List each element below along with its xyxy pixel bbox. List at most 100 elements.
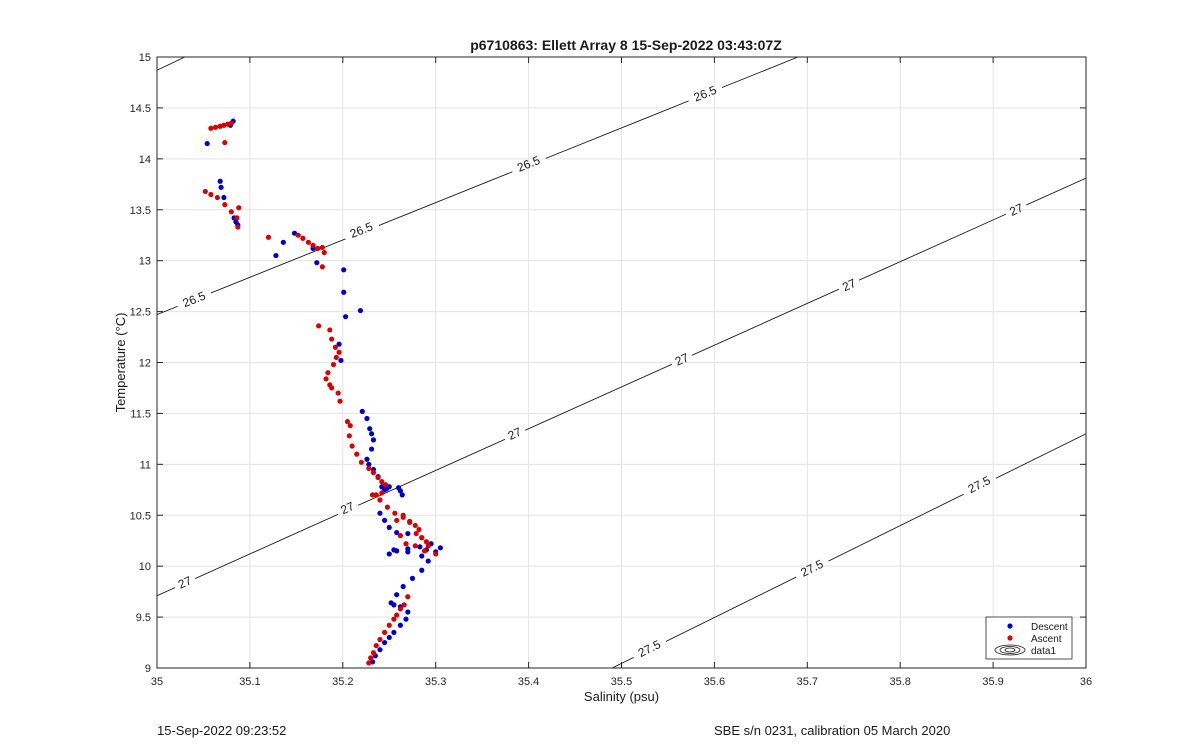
contour-label: 27.5 — [798, 557, 825, 580]
data-point — [386, 524, 392, 531]
data-point — [400, 512, 406, 518]
data-point — [336, 349, 342, 355]
x-tick-label: 35 — [151, 676, 163, 688]
isopycnal-line — [157, 57, 186, 71]
contour-labels: 272727272727 — [176, 200, 1026, 591]
contour-label: 27.5 — [636, 637, 663, 660]
data-point — [366, 660, 372, 666]
data-point — [208, 125, 214, 131]
data-point — [325, 370, 331, 376]
data-point — [370, 469, 377, 476]
legend-label: data1 — [1031, 646, 1056, 657]
chart-title: p6710863: Ellett Array 8 15-Sep-2022 03:… — [470, 37, 782, 53]
data-point — [419, 567, 425, 573]
isopycnal-line — [157, 177, 1086, 597]
data-point — [391, 602, 397, 608]
data-point — [349, 443, 355, 449]
isopycnal-line — [157, 57, 799, 316]
y-tick-label: 10 — [139, 561, 151, 573]
data-point — [394, 517, 400, 523]
data-point — [337, 398, 343, 404]
data-point — [394, 548, 400, 554]
data-point — [364, 456, 370, 462]
data-point — [234, 215, 240, 221]
legend-marker — [1007, 623, 1013, 629]
x-tick-label: 35.3 — [425, 676, 446, 688]
y-tick-label: 12.5 — [130, 307, 151, 319]
y-tick-label: 14 — [139, 154, 151, 166]
data-point — [412, 543, 418, 549]
data-point — [359, 408, 365, 414]
contour-labels: 26.526.526.526.5 — [181, 83, 719, 311]
data-point — [217, 178, 223, 184]
data-point — [315, 245, 321, 252]
contour-label: 27.5 — [966, 473, 993, 496]
data-point — [370, 437, 377, 443]
data-point — [316, 323, 322, 329]
axis-ticks: 35 35.1 35.2 35.3 35.4 35.5 35.6 35.7 35.8 35.9 36… — [130, 52, 1093, 688]
x-tick-label: 35.6 — [704, 676, 725, 688]
y-tick-label: 12 — [139, 358, 151, 370]
y-tick-label: 14.5 — [130, 103, 151, 115]
data-point — [401, 602, 407, 608]
data-point — [236, 205, 242, 211]
legend-box — [985, 616, 1073, 660]
data-point — [358, 459, 364, 465]
data-point — [329, 385, 335, 391]
data-point — [222, 202, 228, 208]
data-point — [300, 235, 306, 241]
x-tick-label: 35.9 — [982, 676, 1003, 688]
data-point — [405, 546, 411, 552]
data-point — [366, 461, 372, 467]
data-point — [368, 431, 375, 437]
data-point — [423, 539, 430, 545]
data-point — [204, 140, 210, 147]
data-point — [357, 307, 364, 314]
data-point — [375, 474, 381, 481]
data-point — [364, 415, 370, 422]
data-point — [341, 289, 347, 295]
data-point — [405, 530, 411, 537]
data-point — [397, 488, 403, 494]
x-tick-label: 35.2 — [332, 676, 353, 688]
data-point — [382, 629, 388, 635]
data-point — [377, 510, 383, 516]
data-point — [413, 530, 419, 537]
data-point — [228, 209, 234, 215]
data-point — [386, 551, 392, 557]
data-point — [344, 418, 351, 425]
data-point — [346, 433, 352, 439]
data-point — [400, 583, 406, 590]
data-point — [265, 234, 272, 240]
y-tick-label: 11.5 — [130, 408, 151, 420]
data-point — [384, 504, 390, 510]
data-point — [329, 336, 335, 342]
data-point — [208, 191, 214, 198]
data-point — [338, 357, 344, 364]
data-point — [377, 497, 383, 503]
data-point — [397, 622, 403, 628]
data-point — [327, 327, 333, 333]
data-point — [368, 655, 374, 661]
legend-marker — [1007, 635, 1013, 641]
data-point — [379, 490, 385, 496]
data-point — [330, 361, 337, 368]
isopycnal-line — [612, 433, 1086, 668]
data-point — [386, 634, 392, 641]
data-point — [419, 535, 425, 541]
contour-label: 27 — [506, 425, 524, 443]
data-point — [382, 517, 388, 523]
data-point — [405, 594, 411, 600]
data-point — [221, 194, 227, 201]
data-point — [367, 426, 373, 432]
data-point — [373, 492, 379, 498]
data-point — [305, 239, 312, 245]
y-axis-label: Temperature (°C) — [113, 313, 128, 413]
data-point — [405, 609, 411, 615]
y-tick-label: 13.5 — [130, 205, 151, 217]
legend-contour-icon — [999, 646, 1021, 654]
data-point — [382, 482, 389, 488]
data-point — [437, 545, 443, 551]
series-ascent — [202, 120, 439, 666]
